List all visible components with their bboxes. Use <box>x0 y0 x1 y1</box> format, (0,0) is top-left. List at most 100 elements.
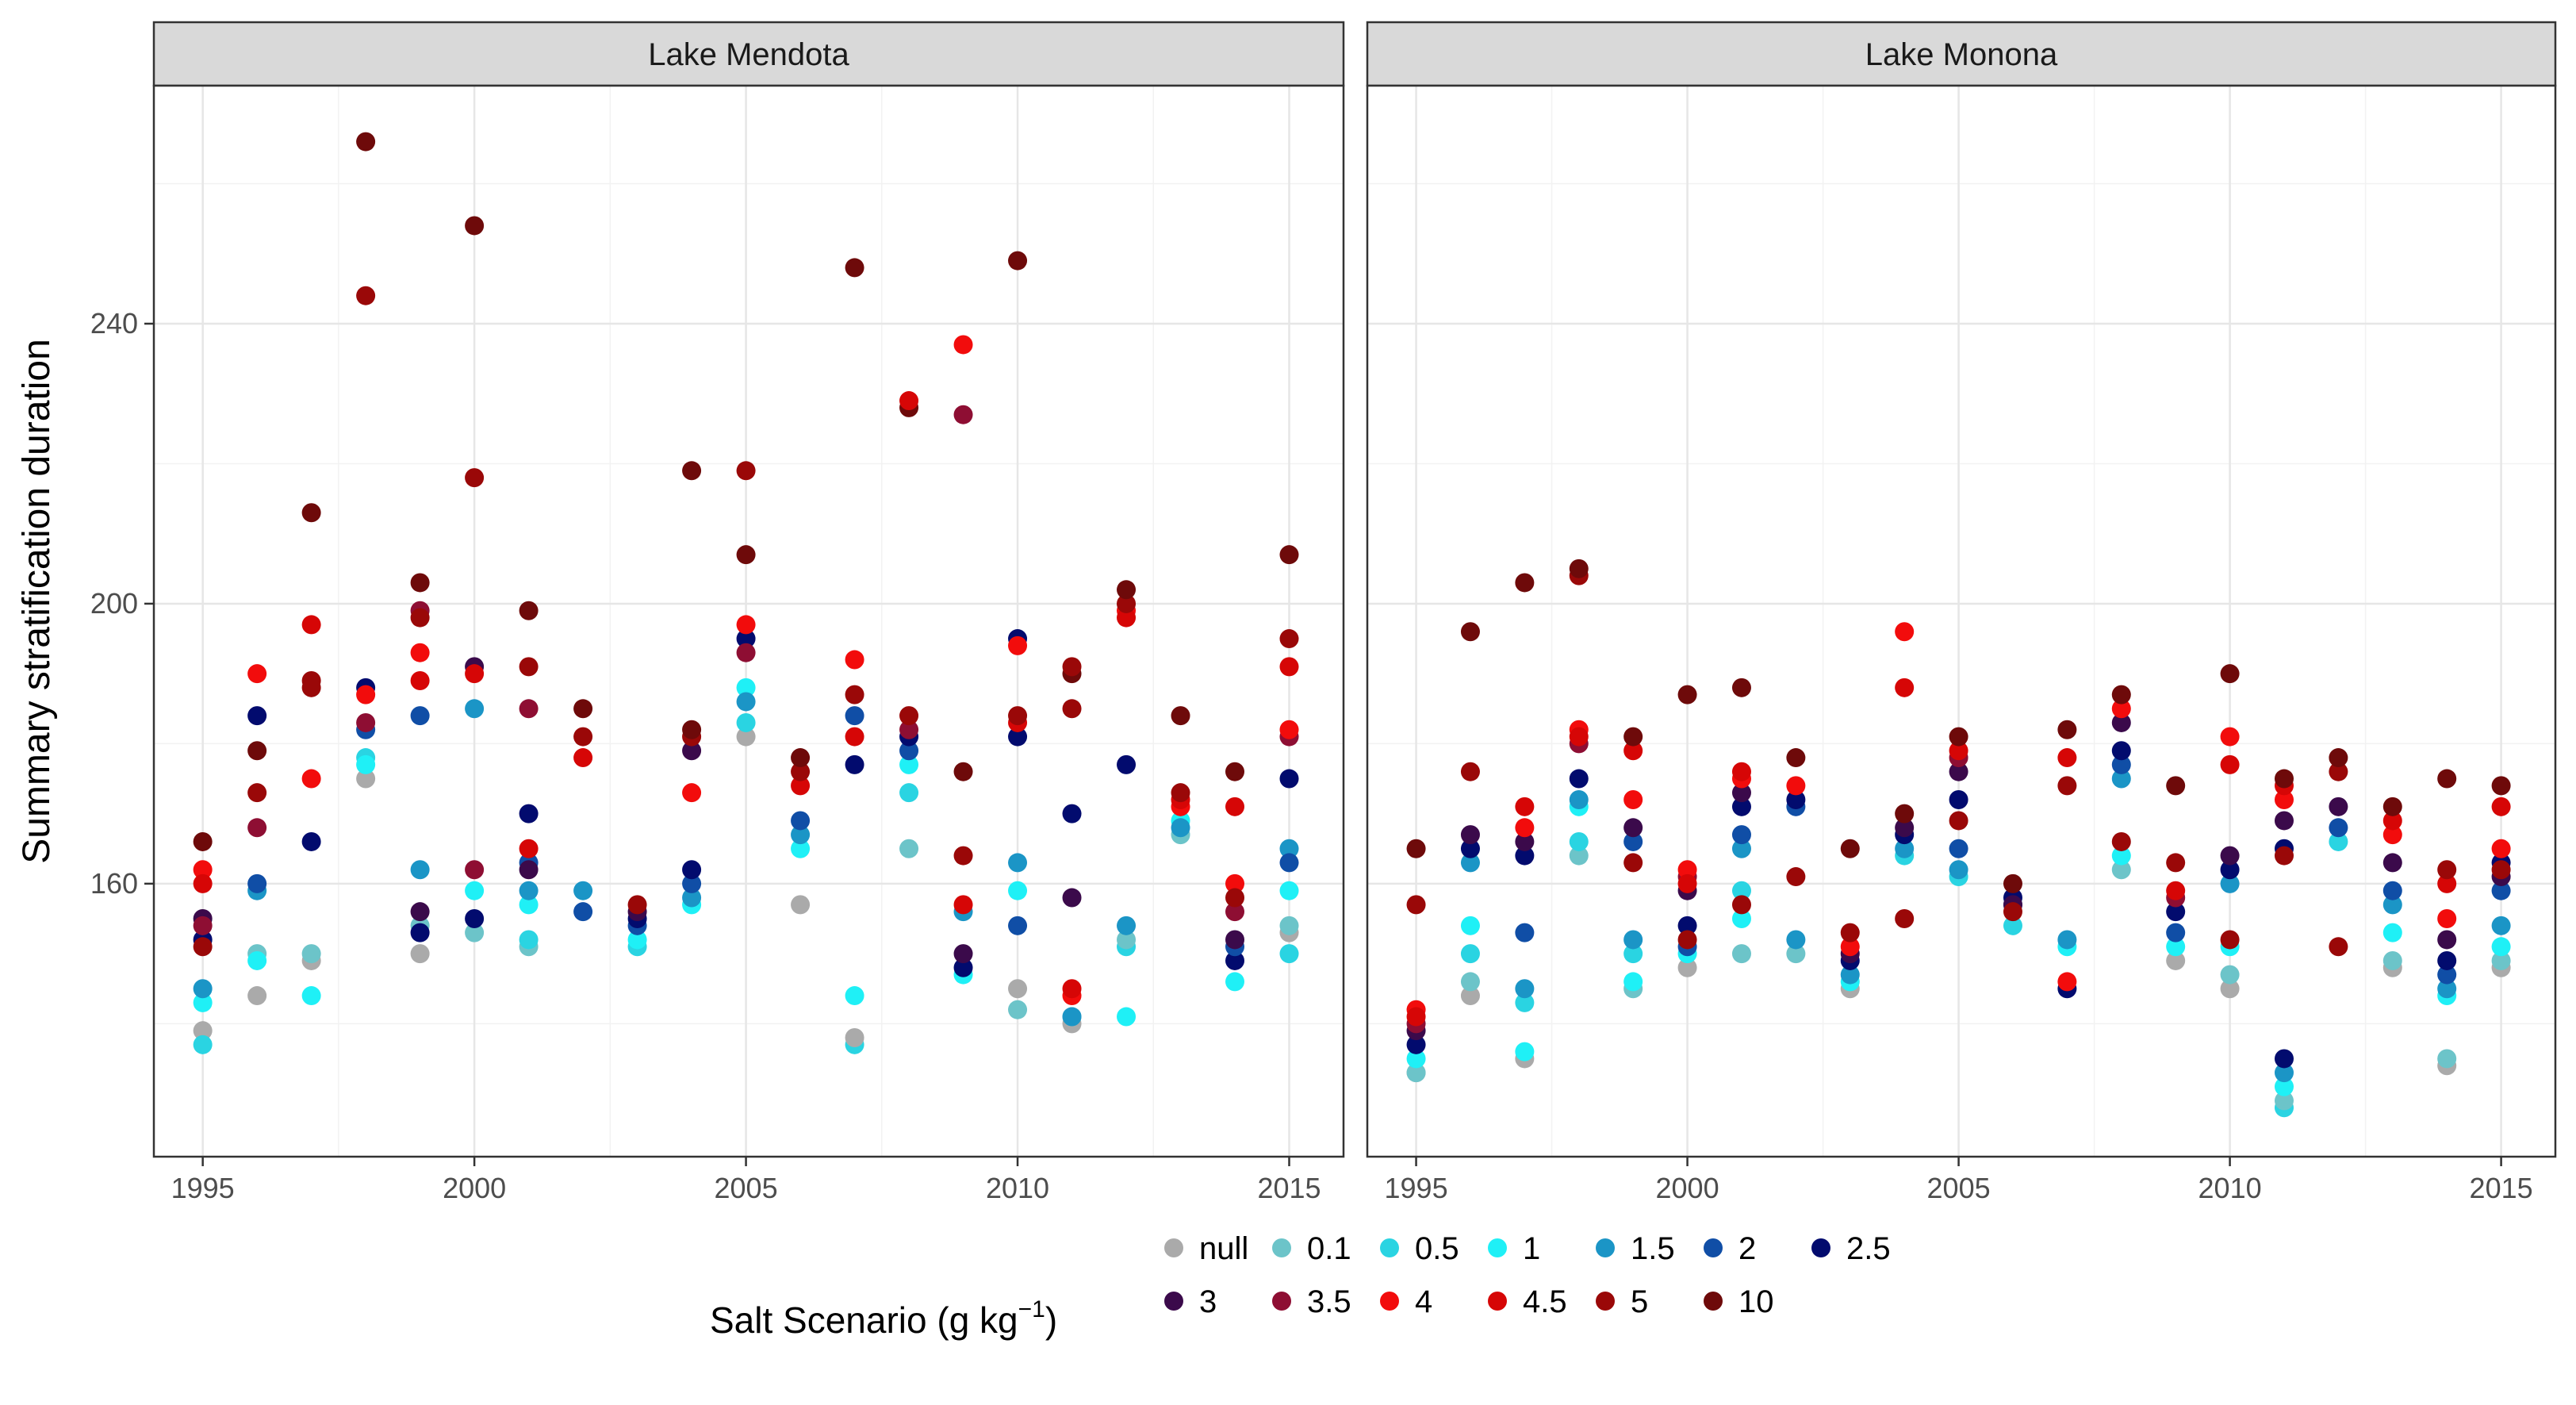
data-point-1 <box>356 754 376 774</box>
data-point-4.5 <box>1117 608 1137 628</box>
legend-label: 5 <box>1631 1284 1648 1319</box>
legend-label: 0.5 <box>1415 1231 1459 1266</box>
data-point-0.1 <box>1731 944 1751 964</box>
data-point-2 <box>1279 853 1299 873</box>
data-point-null <box>410 944 430 964</box>
data-point-2.5 <box>736 629 756 649</box>
data-point-10 <box>1895 804 1915 823</box>
legend-key-10: 10 <box>1704 1284 1774 1319</box>
legend-swatch <box>1704 1292 1723 1311</box>
data-point-2.5 <box>2166 902 2186 922</box>
data-point-4.5 <box>1406 1007 1426 1027</box>
data-point-5 <box>1279 629 1299 649</box>
data-point-3 <box>1515 831 1535 851</box>
data-point-4 <box>1279 720 1299 739</box>
data-point-4.5 <box>2057 748 2077 768</box>
y-tick-label: 200 <box>90 587 138 620</box>
data-point-5 <box>1062 657 1082 677</box>
data-point-1 <box>1008 881 1028 900</box>
legend-key-1.5: 1.5 <box>1596 1231 1675 1266</box>
data-point-3 <box>1949 762 1968 781</box>
data-point-1.5 <box>573 881 593 900</box>
data-point-2 <box>845 706 864 726</box>
data-point-4.5 <box>2437 873 2457 893</box>
legend-key-5: 5 <box>1596 1284 1648 1319</box>
data-point-null <box>736 727 756 747</box>
data-point-10 <box>2382 797 2402 816</box>
data-point-4 <box>736 615 756 635</box>
legend-label: null <box>1199 1231 1248 1266</box>
data-point-5 <box>1623 853 1643 873</box>
data-point-2.5 <box>953 958 973 977</box>
data-point-1.5 <box>2382 895 2402 915</box>
data-point-1.5 <box>1460 853 1480 873</box>
data-point-3 <box>1731 783 1751 803</box>
data-point-2 <box>247 873 267 893</box>
data-point-0.5 <box>193 1035 213 1054</box>
data-point-4.5 <box>1623 741 1643 761</box>
data-point-10 <box>1569 559 1589 578</box>
data-point-1.5 <box>1786 930 1806 950</box>
data-point-10 <box>1731 678 1751 697</box>
data-point-5 <box>1117 593 1137 613</box>
x-tick-label: 2000 <box>1656 1172 1719 1204</box>
data-point-1.5 <box>465 699 485 719</box>
data-point-2.5 <box>1279 769 1299 789</box>
data-point-3.5 <box>1225 902 1245 922</box>
data-point-1 <box>1460 916 1480 935</box>
data-point-1 <box>1406 1049 1426 1069</box>
legend-key-1: 1 <box>1488 1231 1540 1266</box>
data-point-1 <box>791 839 811 858</box>
data-point-0.1 <box>1008 1000 1028 1019</box>
legend-swatch <box>1380 1238 1399 1257</box>
data-point-1 <box>1117 1007 1137 1027</box>
data-point-10 <box>410 573 430 593</box>
data-point-0.5 <box>1569 831 1589 851</box>
data-point-2.5 <box>1225 950 1245 970</box>
x-tick-label: 2010 <box>2198 1172 2262 1204</box>
data-point-2.5 <box>519 804 539 823</box>
data-point-5 <box>519 657 539 677</box>
data-point-0.1 <box>1117 930 1137 950</box>
data-point-5 <box>2437 860 2457 880</box>
legend-title: Salt Scenario (g kg−1) <box>710 1296 1057 1341</box>
data-point-2 <box>791 811 811 831</box>
data-point-4.5 <box>953 895 973 915</box>
data-point-4.5 <box>1949 741 1968 761</box>
data-point-4 <box>410 643 430 662</box>
data-point-0.5 <box>1460 944 1480 964</box>
data-point-10 <box>193 831 213 851</box>
data-point-2.5 <box>2274 1049 2294 1069</box>
data-point-3 <box>1895 818 1915 838</box>
data-point-2.5 <box>1786 790 1806 809</box>
data-point-2 <box>573 902 593 922</box>
data-point-0.1 <box>2220 965 2240 985</box>
data-point-5 <box>1786 867 1806 887</box>
data-point-0.5 <box>736 712 756 732</box>
data-point-5 <box>1895 909 1915 928</box>
data-point-10 <box>845 258 864 278</box>
data-point-2.5 <box>1569 769 1589 789</box>
data-point-0.5 <box>2003 916 2022 935</box>
data-point-4.5 <box>2382 811 2402 831</box>
data-point-4.5 <box>845 727 864 747</box>
data-points <box>1406 559 2511 1118</box>
data-point-2.5 <box>1677 916 1697 935</box>
data-point-4 <box>247 664 267 684</box>
legend-swatch <box>1380 1292 1399 1311</box>
legend-key-0.5: 0.5 <box>1380 1231 1459 1266</box>
data-point-1 <box>2111 846 2131 866</box>
data-point-10 <box>1460 622 1480 642</box>
legend-label: 1.5 <box>1631 1231 1675 1266</box>
legend-label: 2.5 <box>1846 1231 1891 1266</box>
data-point-5 <box>1406 895 1426 915</box>
data-point-5 <box>1171 783 1190 803</box>
data-point-4 <box>2382 825 2402 845</box>
data-point-null <box>845 1028 864 1047</box>
data-point-1.5 <box>2491 916 2511 935</box>
data-point-0.1 <box>2437 1049 2457 1069</box>
data-point-4 <box>301 769 321 789</box>
data-point-5 <box>573 727 593 747</box>
legend-key-4.5: 4.5 <box>1488 1284 1567 1319</box>
data-point-1.5 <box>791 825 811 845</box>
